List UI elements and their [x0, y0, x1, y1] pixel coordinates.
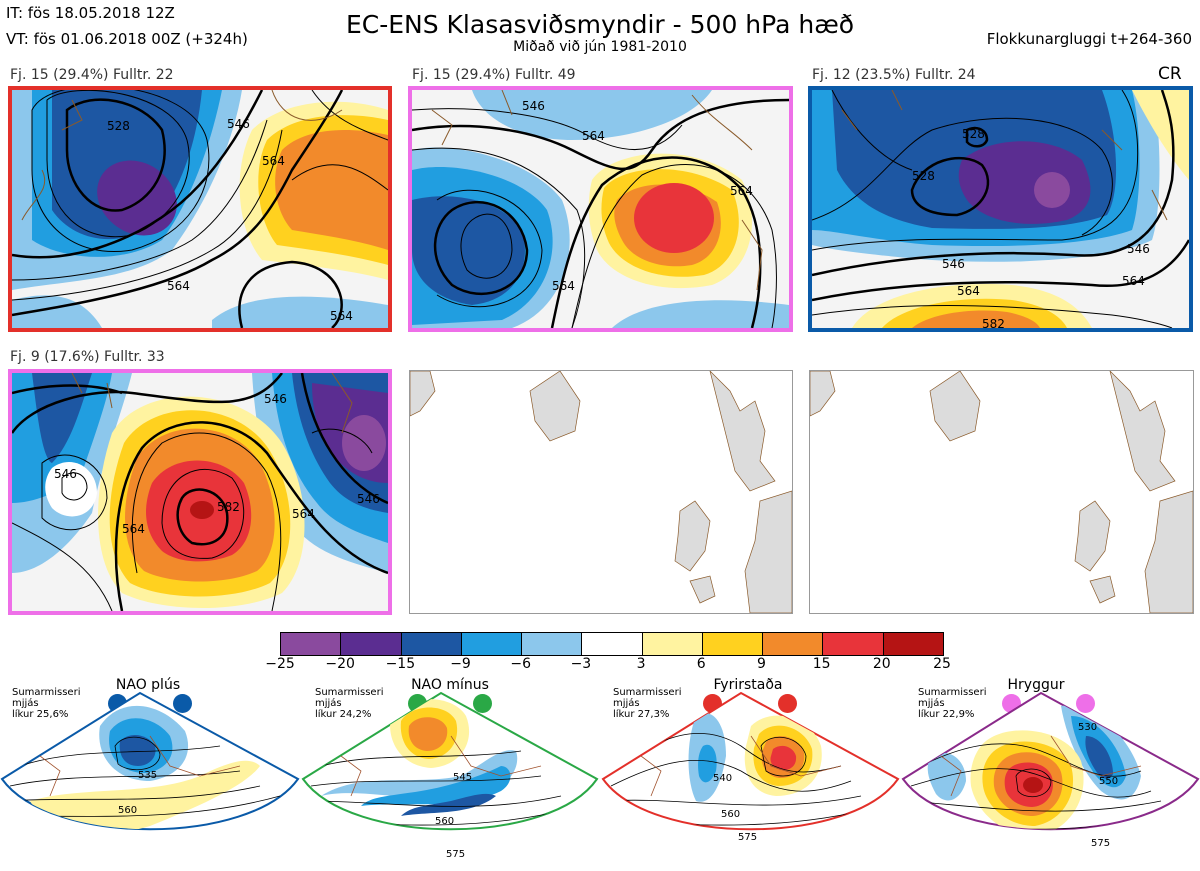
contour-label: 560	[435, 816, 454, 827]
contour-label: 546	[264, 392, 287, 406]
contour-label: 564	[957, 284, 980, 298]
contour-label: 564	[730, 184, 753, 198]
cluster-map-1: 528 546 564 564 564	[8, 86, 392, 332]
cluster-map-4: 546 546 546 564 564 582	[8, 369, 392, 615]
contour-label: 528	[107, 119, 130, 133]
contour-label: 564	[552, 279, 575, 293]
colorbar-tick-label: −9	[450, 656, 471, 672]
regime-prob: líkur 25,6%	[12, 709, 69, 720]
colorbar-segment	[762, 633, 823, 655]
colorbar-segment	[822, 633, 883, 655]
regime-name: Hryggur	[1007, 677, 1065, 693]
colorbar	[280, 632, 944, 656]
regime-name: Fyrirstaða	[713, 677, 783, 693]
regime-avg: mjjás	[12, 698, 39, 709]
colorbar-segment	[400, 633, 461, 655]
regime-map-nao-plus: Sumarmisseri mjjás líkur 25,6% NAO plús …	[0, 676, 300, 871]
colorbar-tick-label: −3	[570, 656, 592, 672]
regime-dot	[473, 694, 492, 713]
panel-2-label: Fj. 15 (29.4%) Fulltr. 49	[412, 67, 576, 83]
colorbar-tick-label: −15	[385, 656, 416, 672]
regime-dot	[173, 694, 192, 713]
contour-label: 546	[942, 257, 965, 271]
panel-1-label: Fj. 15 (29.4%) Fulltr. 22	[10, 67, 174, 83]
colorbar-segment	[882, 633, 943, 655]
colorbar-tick-label: 25	[933, 656, 951, 672]
colorbar-segment	[701, 633, 763, 655]
contour-label: 564	[1122, 274, 1145, 288]
contour-label: 550	[1099, 776, 1118, 787]
colorbar-tick-label: 20	[872, 656, 891, 672]
contour-label: 575	[1091, 838, 1110, 849]
contour-label: 564	[292, 507, 315, 521]
contour-label: 564	[582, 129, 605, 143]
colorbar-segment	[641, 633, 702, 655]
classification-window: Flokkunargluggi t+264-360	[986, 30, 1192, 48]
page-subtitle: Miðað við jún 1981-2010	[513, 39, 687, 55]
colorbar-tick-label: −25	[265, 656, 295, 672]
contour-label: 545	[453, 772, 472, 783]
regime-avg: mjjás	[613, 698, 640, 709]
regime-prob: líkur 22,9%	[918, 709, 975, 720]
regime-season: Sumarmisseri	[918, 687, 987, 698]
contour-label: 564	[167, 279, 190, 293]
empty-map-5	[409, 370, 793, 614]
contour-label: 564	[262, 154, 285, 168]
contour-label: 546	[522, 99, 545, 113]
contour-label: 582	[217, 500, 240, 514]
regime-season: Sumarmisseri	[613, 687, 682, 698]
colorbar-segment	[340, 633, 401, 655]
contour-label: 575	[738, 832, 757, 843]
colorbar-ticks: −25 −20 −15 −9 −6 −3 3 6 9 15 20 25	[260, 656, 962, 674]
initial-time: IT: fös 18.05.2018 12Z	[6, 4, 175, 22]
colorbar-tick-label: 9	[756, 656, 766, 672]
contour-label: 546	[1127, 242, 1150, 256]
colorbar-segment	[281, 633, 341, 655]
contour-label: 564	[330, 309, 353, 323]
contour-label: 560	[721, 809, 740, 820]
colorbar-segment	[460, 633, 522, 655]
regime-avg: mjjás	[315, 698, 342, 709]
contour-label: 546	[357, 492, 380, 506]
panel-4-label: Fj. 9 (17.6%) Fulltr. 33	[10, 349, 165, 365]
cluster-map-2: 546 564 564 564	[408, 86, 793, 332]
regime-name: NAO mínus	[411, 677, 489, 693]
valid-time: VT: fös 01.06.2018 00Z (+324h)	[6, 30, 248, 48]
colorbar-tick-label: −6	[510, 656, 532, 672]
empty-map-6	[809, 370, 1194, 614]
regime-prob: líkur 27,3%	[613, 709, 670, 720]
page-title: EC-ENS Klasasviðsmyndir - 500 hPa hæð	[345, 10, 855, 39]
contour-label: 575	[446, 849, 465, 860]
panel-3-label: Fj. 12 (23.5%) Fulltr. 24	[812, 67, 976, 83]
contour-label: 540	[713, 773, 732, 784]
regime-season: Sumarmisseri	[315, 687, 384, 698]
regime-avg: mjjás	[918, 698, 945, 709]
regime-season: Sumarmisseri	[12, 687, 81, 698]
regime-name: NAO plús	[115, 677, 181, 693]
cluster-map-3: 528 528 546 546 564 564 582	[808, 86, 1193, 332]
contour-label: 528	[912, 169, 935, 183]
contour-label: 564	[122, 522, 145, 536]
colorbar-tick-label: 3	[636, 656, 646, 672]
regime-prob: líkur 24,2%	[315, 709, 372, 720]
regime-map-blocking: Sumarmisseri mjjás líkur 27,3% Fyrirstað…	[601, 676, 900, 871]
contour-label: 546	[54, 467, 77, 481]
regime-map-nao-minus: Sumarmisseri mjjás líkur 24,2% NAO mínus…	[301, 676, 599, 871]
colorbar-tick-label: 6	[696, 656, 706, 672]
regime-dot	[1076, 694, 1095, 713]
cr-label: CR	[1158, 64, 1182, 84]
contour-label: 582	[982, 317, 1005, 328]
contour-label: 528	[962, 127, 985, 141]
regime-map-ridge: Sumarmisseri mjjás líkur 22,9% Hryggur 5…	[901, 676, 1200, 871]
colorbar-segment	[521, 633, 582, 655]
colorbar-segment	[581, 633, 642, 655]
contour-label: 530	[1078, 722, 1097, 733]
colorbar-tick-label: 15	[812, 656, 831, 672]
contour-label: 535	[138, 770, 157, 781]
contour-label: 560	[118, 805, 137, 816]
regime-dot	[778, 694, 797, 713]
colorbar-tick-label: −20	[325, 656, 355, 672]
contour-label: 546	[227, 117, 250, 131]
